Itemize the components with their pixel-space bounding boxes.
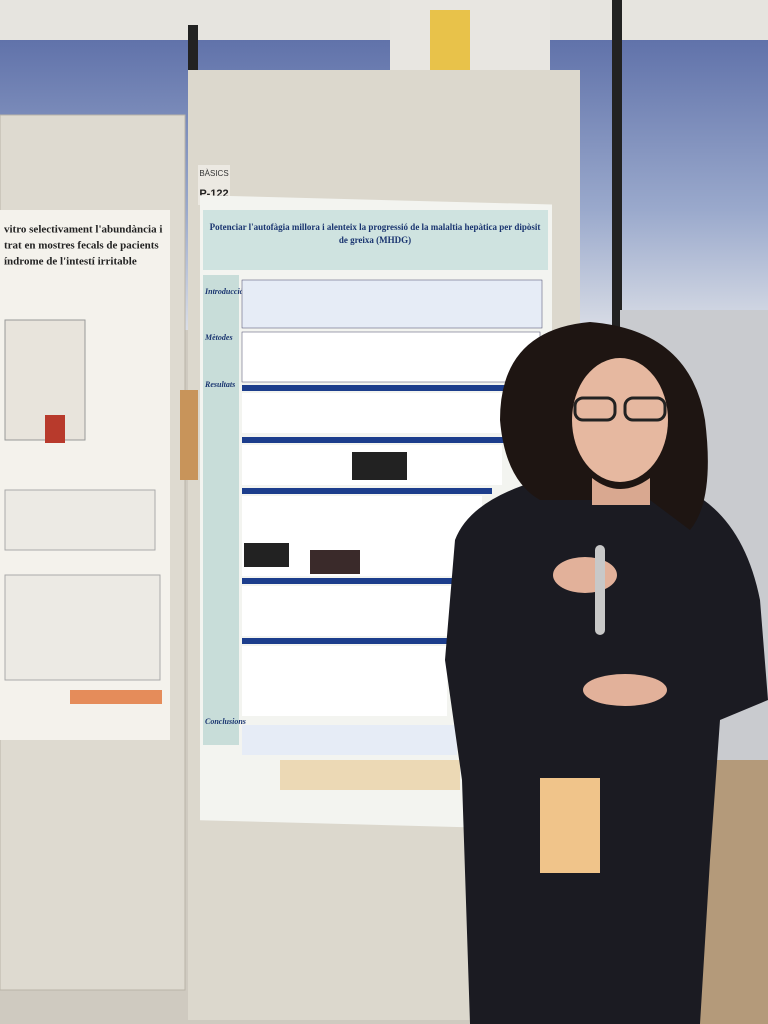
section-bar xyxy=(242,488,492,494)
ceiling xyxy=(0,0,768,40)
left-poster-title: vitro selectivament l'abundància i xyxy=(4,224,162,236)
side-column xyxy=(203,275,239,745)
section-label: Introducció Hipòtesi xyxy=(204,287,274,296)
figure xyxy=(45,415,65,443)
image-panel xyxy=(352,452,407,480)
section-bar xyxy=(242,638,452,644)
sign xyxy=(430,10,470,75)
glasses xyxy=(573,396,617,422)
pins xyxy=(180,390,198,480)
figure xyxy=(4,489,156,551)
conclusion-box xyxy=(242,725,457,755)
section-bar xyxy=(242,385,517,391)
image-panel xyxy=(310,550,360,574)
section-label: Resultats xyxy=(204,380,235,389)
person-body xyxy=(445,480,768,1024)
section-label: Mètodes xyxy=(204,333,233,342)
logo-strip xyxy=(280,760,460,790)
figure xyxy=(4,574,161,681)
image-panel xyxy=(244,543,289,567)
badge xyxy=(540,778,600,873)
result-panel xyxy=(242,646,447,716)
title-bar xyxy=(203,210,548,270)
poster-title: Potenciar l'autofàgia millora i alenteix… xyxy=(210,222,541,232)
section-bar xyxy=(242,437,507,443)
microphone xyxy=(595,545,605,635)
window-frame xyxy=(612,0,622,330)
section-bar xyxy=(242,578,462,584)
intro-box xyxy=(241,279,543,329)
neck xyxy=(592,478,650,505)
category: BÀSICS xyxy=(199,169,228,178)
logo-strip xyxy=(70,690,162,704)
hand xyxy=(553,557,617,593)
result-panel xyxy=(242,393,517,433)
left-poster-title: índrome de l'intestí irritable xyxy=(4,256,137,268)
hand xyxy=(583,674,667,706)
result-panel xyxy=(242,586,457,636)
poster-title: de greixa (MHDG) xyxy=(339,235,411,245)
left-poster-title: trat en mostres fecals de pacients xyxy=(4,240,159,252)
glasses xyxy=(623,396,667,422)
face xyxy=(572,358,668,482)
section-label: Conclusions xyxy=(205,717,246,726)
methods-box xyxy=(241,331,541,383)
